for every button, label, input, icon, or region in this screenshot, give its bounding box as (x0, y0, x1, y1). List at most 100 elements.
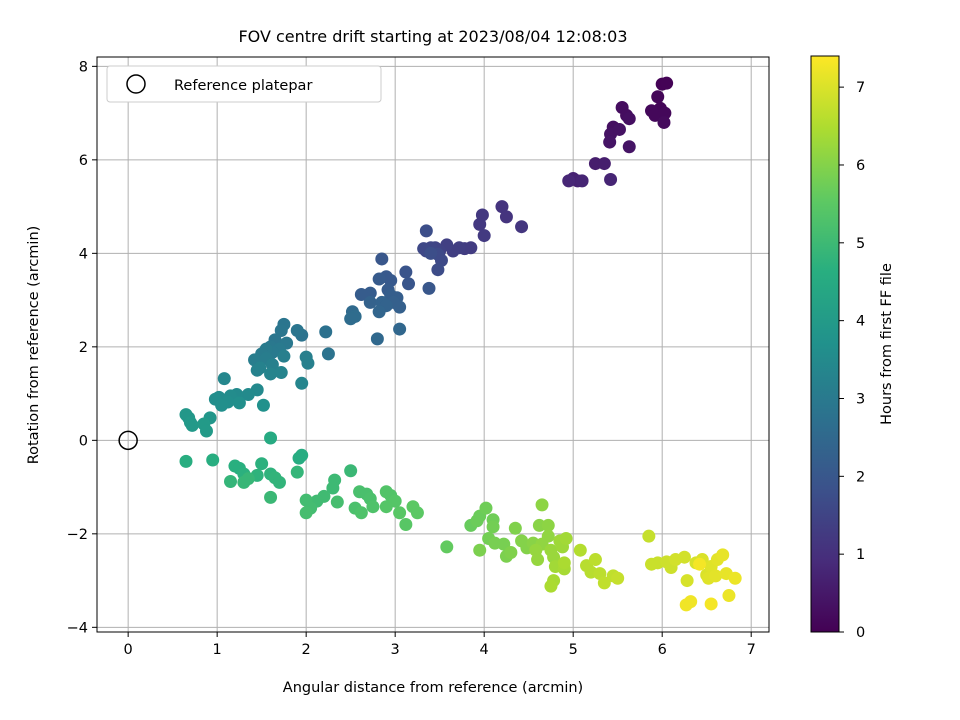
data-point (290, 465, 304, 479)
data-point (264, 367, 278, 381)
legend-label-reference: Reference platepar (174, 78, 312, 94)
colorbar-tick-label: 5 (856, 236, 865, 252)
data-point (330, 495, 344, 509)
data-point (274, 366, 288, 380)
data-point (419, 224, 433, 238)
legend: Reference platepar (106, 65, 382, 103)
data-point (657, 115, 671, 129)
x-tick-label: 2 (302, 642, 311, 658)
data-point (486, 520, 500, 534)
y-tick-label: −4 (67, 620, 88, 636)
reference-platepar-marker (118, 430, 138, 451)
data-point (326, 481, 340, 495)
data-point (431, 263, 445, 277)
colorbar-tick-label: 2 (856, 469, 865, 485)
data-point (504, 546, 518, 560)
data-point (573, 543, 587, 557)
data-point (684, 595, 698, 609)
data-point (393, 322, 407, 336)
data-point (274, 323, 288, 337)
x-tick-label: 6 (658, 642, 667, 658)
data-point (562, 174, 576, 188)
colorbar-tick-label: 1 (856, 547, 865, 563)
data-points (179, 76, 742, 612)
data-point (354, 287, 368, 301)
colorbar-ticks: 0 1 2 3 4 5 6 7 (839, 80, 865, 641)
data-point (363, 295, 377, 309)
colorbar-tick-label: 3 (856, 391, 865, 407)
colorbar-tick-label: 0 (856, 625, 865, 641)
data-point (603, 135, 617, 149)
data-point (424, 246, 438, 260)
data-point (292, 451, 306, 465)
y-tick-label: −2 (67, 527, 88, 543)
data-point (277, 349, 291, 363)
data-point (250, 363, 264, 377)
y-axis-ticks: −4 −2 0 2 4 6 8 (67, 59, 97, 636)
data-point (622, 112, 636, 126)
x-tick-label: 7 (747, 642, 756, 658)
colorbar-tick-label: 4 (856, 314, 865, 330)
data-point (290, 323, 304, 337)
data-point (704, 597, 718, 611)
data-point (393, 300, 407, 314)
legend-marker-reference (126, 74, 146, 94)
y-tick-label: 0 (79, 433, 88, 449)
data-point (224, 474, 238, 488)
data-point (372, 272, 386, 286)
y-tick-label: 4 (79, 246, 88, 262)
data-point (399, 265, 413, 279)
data-point (295, 376, 309, 390)
y-tick-label: 6 (79, 153, 88, 169)
data-point (709, 569, 723, 583)
data-point (319, 325, 333, 339)
data-point (473, 543, 487, 557)
data-point (722, 589, 736, 603)
legend-box (106, 65, 382, 103)
data-point (559, 532, 573, 546)
data-point (648, 108, 662, 122)
data-point (575, 174, 589, 188)
data-point (264, 490, 278, 504)
data-point (535, 498, 549, 512)
data-point (508, 521, 522, 535)
data-point (544, 579, 558, 593)
data-point (370, 332, 384, 346)
data-point (588, 157, 602, 171)
colorbar-tick-label: 6 (856, 158, 865, 174)
data-point (588, 553, 602, 567)
data-point (477, 229, 491, 243)
data-point (206, 453, 220, 467)
data-point (597, 576, 611, 590)
data-point (185, 418, 199, 432)
x-axis-label: Angular distance from reference (arcmin) (283, 680, 583, 696)
data-point (515, 220, 529, 234)
data-point (366, 500, 380, 514)
data-point (680, 574, 694, 588)
x-tick-label: 3 (391, 642, 400, 658)
data-point (541, 518, 555, 532)
data-point (379, 500, 393, 514)
x-tick-label: 5 (569, 642, 578, 658)
x-tick-label: 1 (213, 642, 222, 658)
plot-background (97, 57, 769, 632)
data-point (557, 556, 571, 570)
data-point (531, 553, 545, 567)
data-point (321, 347, 335, 361)
data-point (301, 356, 315, 370)
colorbar-tick-label: 7 (856, 80, 865, 96)
data-point (410, 506, 424, 520)
x-tick-label: 0 (124, 642, 133, 658)
data-point (693, 557, 707, 571)
x-axis-ticks: 0 1 2 3 4 5 6 7 (124, 632, 756, 658)
data-point (728, 571, 742, 585)
data-point (402, 277, 416, 291)
y-tick-label: 8 (79, 59, 88, 75)
data-point (344, 464, 358, 478)
data-point (495, 200, 509, 214)
data-point (677, 550, 691, 564)
data-point (532, 518, 546, 532)
colorbar-label: Hours from first FF file (879, 263, 895, 425)
data-point (255, 457, 269, 471)
